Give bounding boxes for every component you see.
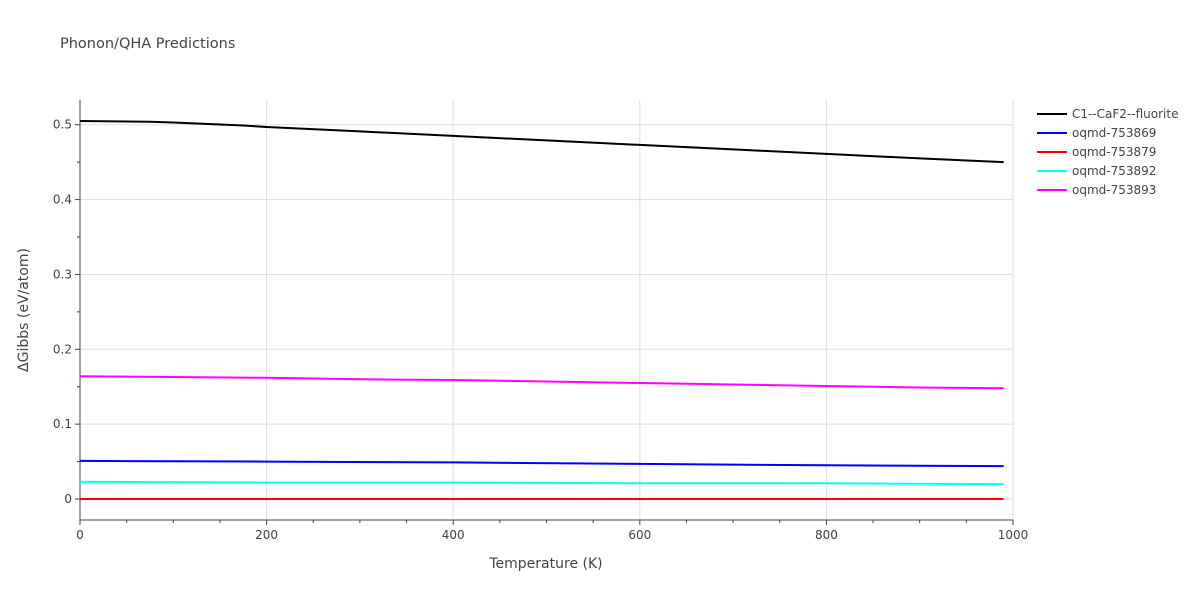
y-tick-label: 0.4 [53,193,72,207]
y-tick-label: 0.3 [53,267,72,281]
legend-label: oqmd-753893 [1072,183,1156,197]
chart-title: Phonon/QHA Predictions [60,36,236,52]
series-line-oqmd-753892 [79,480,1004,486]
series-line-C1--CaF2--fluorite [79,120,1004,164]
legend-item[interactable]: oqmd-753869 [1037,126,1156,140]
x-tick-label: 0 [76,528,84,542]
legend-item[interactable]: oqmd-753879 [1037,145,1156,159]
y-tick-label: 0.2 [53,342,72,356]
x-tick-label: 600 [628,528,651,542]
x-tick-label: 200 [255,528,278,542]
legend-item[interactable]: oqmd-753893 [1037,183,1156,197]
axes [79,100,1013,521]
series-lines [79,120,1004,500]
x-tick-label: 800 [815,528,838,542]
legend-label: C1--CaF2--fluorite [1072,107,1178,121]
series-line-oqmd-753893 [79,375,1004,390]
legend-label: oqmd-753879 [1072,145,1156,159]
legend[interactable]: C1--CaF2--fluorite oqmd-753869 oqmd-753879… [1037,107,1178,197]
y-tick-label: 0.1 [53,417,72,431]
legend-label: oqmd-753892 [1072,164,1156,178]
series-line-oqmd-753869 [79,459,1004,468]
legend-label: oqmd-753869 [1072,126,1156,140]
legend-item[interactable]: oqmd-753892 [1037,164,1156,178]
x-tick-label: 1000 [998,528,1029,542]
x-tick-label: 400 [442,528,465,542]
y-tick-label: 0.5 [53,118,72,132]
y-axis-title: ΔGibbs (eV/atom) [16,248,32,372]
x-axis-title: Temperature (K) [488,556,602,572]
ticks: 0 200 400 600 800 1000 0 0.1 0.2 0.3 0.4 0.5 [53,118,1028,542]
y-tick-label: 0 [64,492,72,506]
legend-item[interactable]: C1--CaF2--fluorite [1037,107,1178,121]
grid [80,100,1014,520]
